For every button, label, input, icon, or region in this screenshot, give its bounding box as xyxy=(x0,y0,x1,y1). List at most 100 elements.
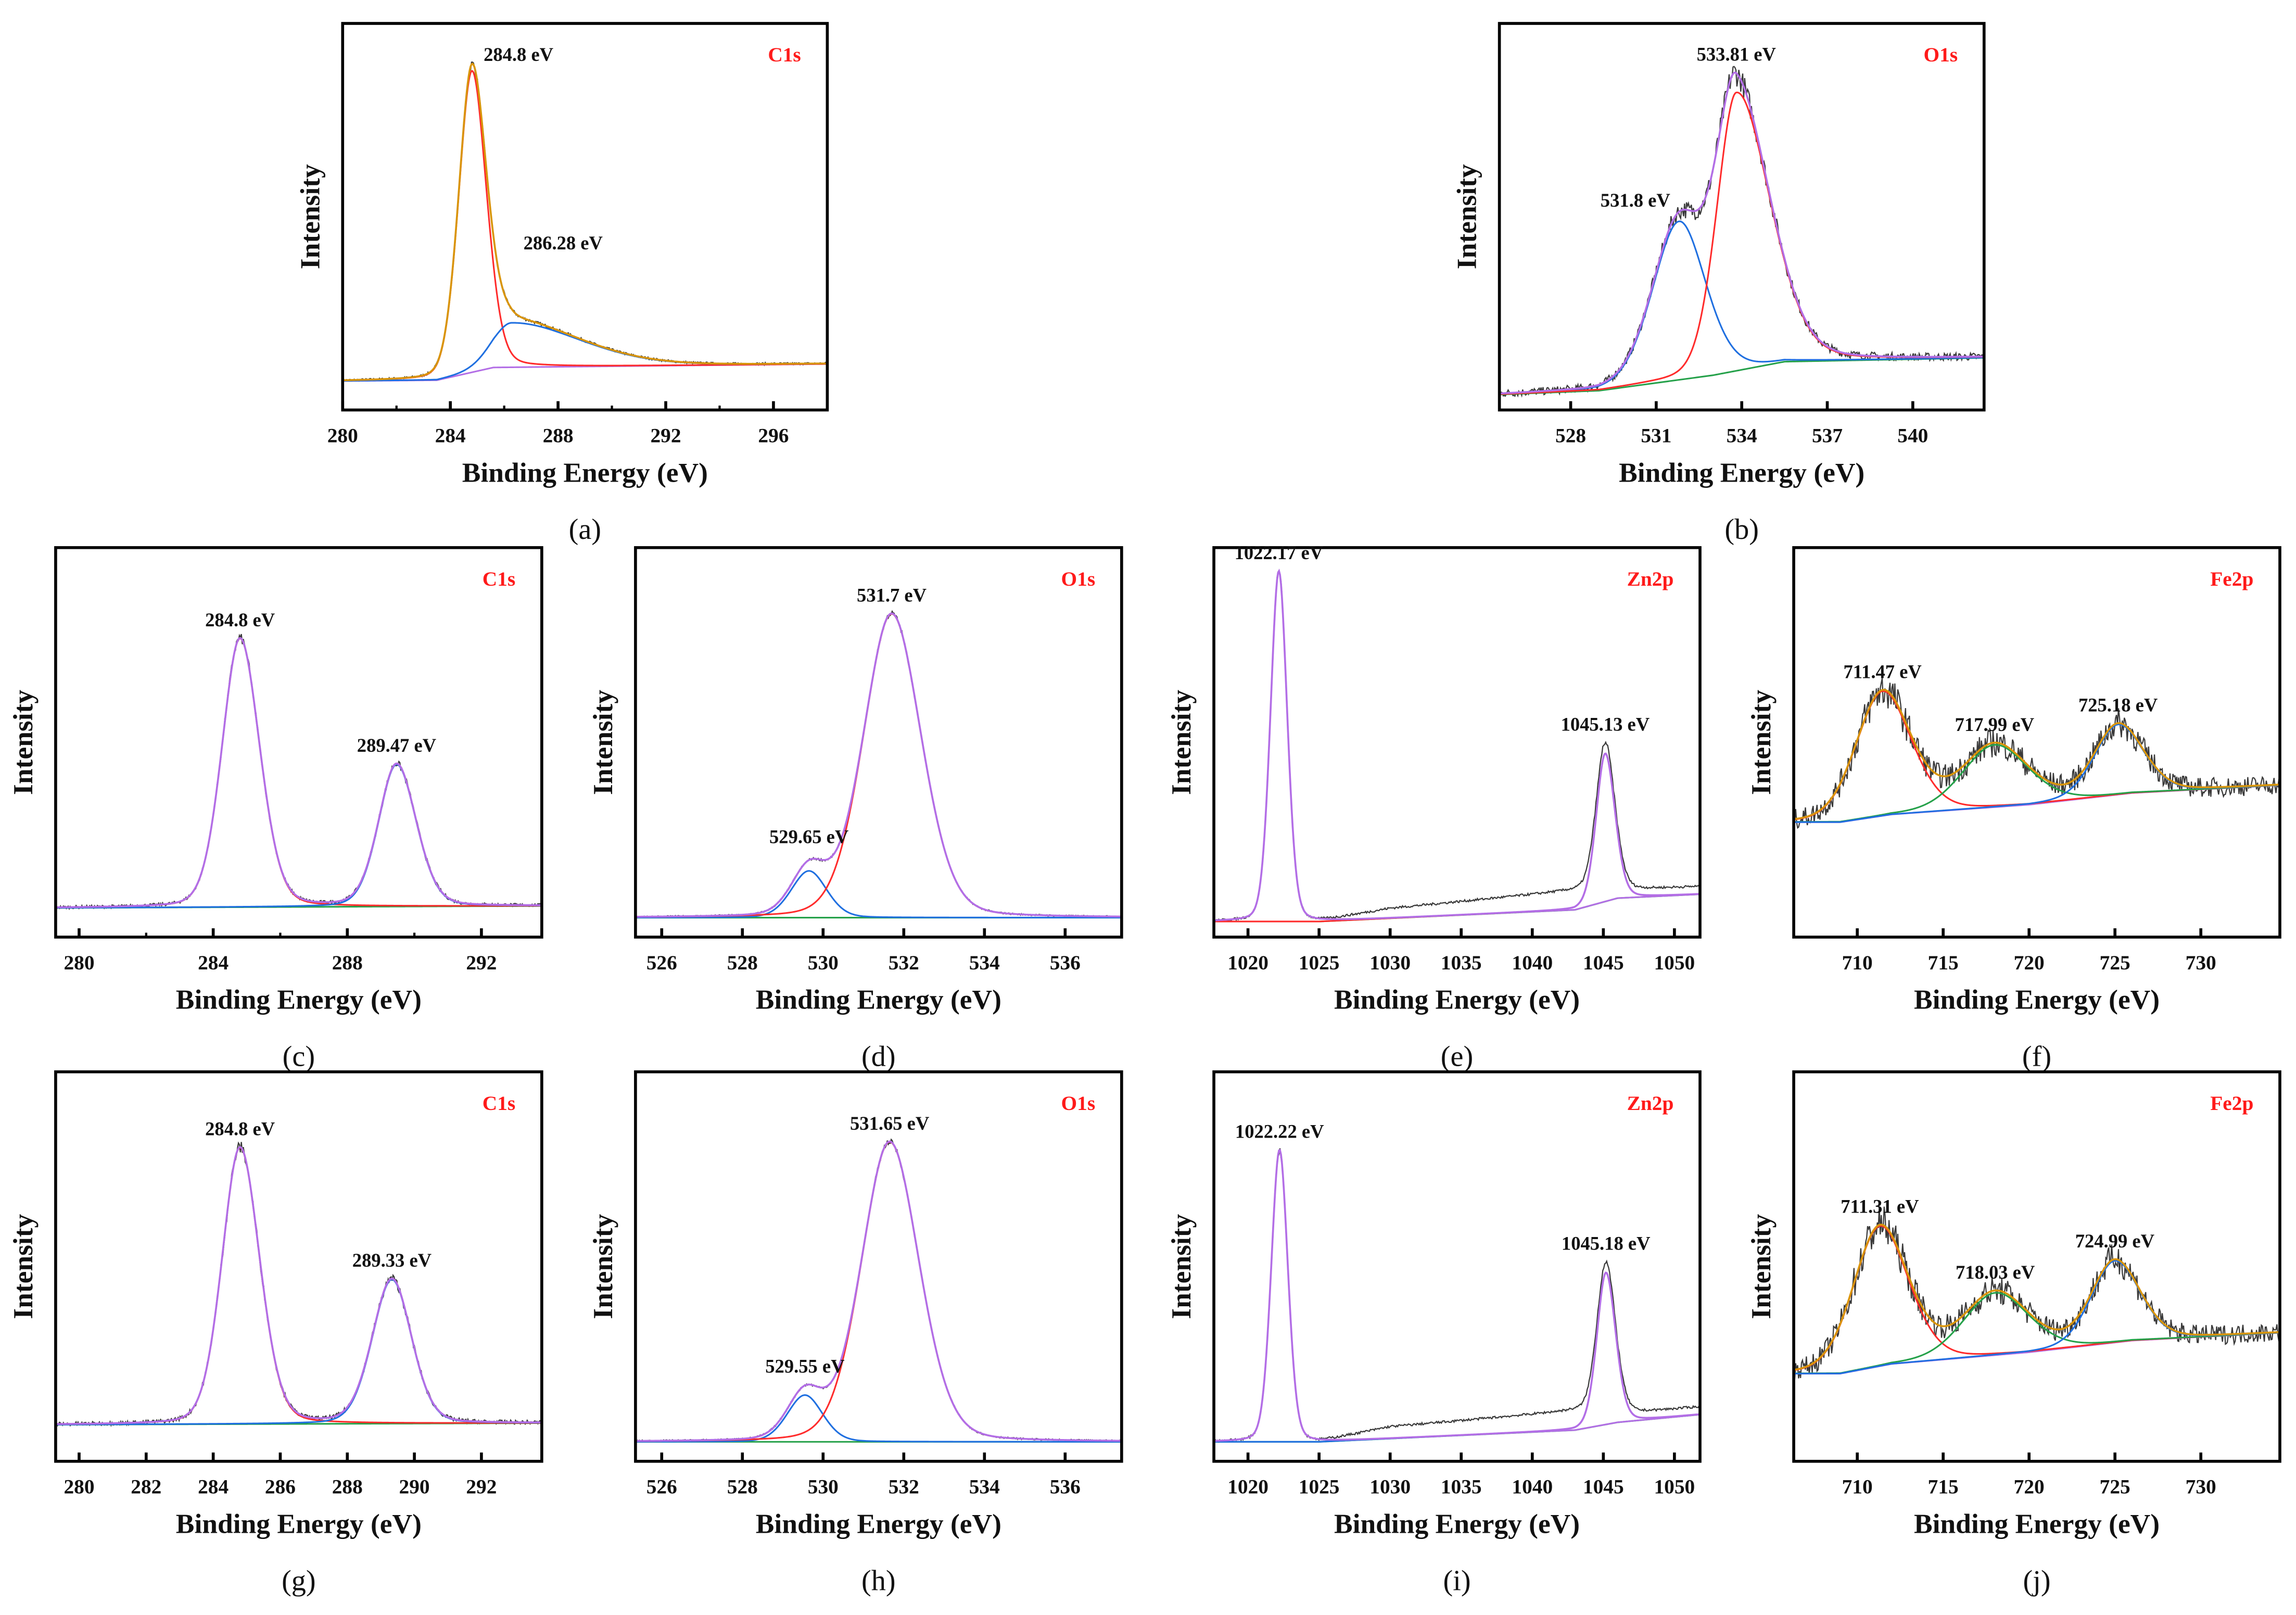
envelope-line-c xyxy=(55,637,542,909)
x-tick-label: 284 xyxy=(198,951,229,974)
envelope-line-j xyxy=(1793,1223,2280,1371)
x-tick-label: 532 xyxy=(889,951,919,974)
data-line-d xyxy=(635,610,1122,918)
y-axis-title: Intensity xyxy=(1165,1214,1197,1319)
x-tick-label: 1040 xyxy=(1512,1475,1553,1498)
x-axis-title: Binding Energy (eV) xyxy=(176,1508,422,1540)
panel-b: 528 531 534 537 540 Binding Energy (eV) Intens… xyxy=(1451,22,1986,546)
x-tick-label: 725 xyxy=(2100,1475,2130,1498)
component-peak-b-0 xyxy=(1499,220,1984,395)
y-axis-title: Intensity xyxy=(587,1214,618,1319)
component-peak-a-0 xyxy=(343,70,828,382)
peak-annotation: 1045.13 eV xyxy=(1561,713,1650,735)
x-tick-label: 528 xyxy=(1555,424,1586,447)
component-peak-b-1 xyxy=(1499,91,1984,395)
peak-annotation: 717.99 eV xyxy=(1955,714,2034,735)
plot-frame-h xyxy=(634,1070,1123,1463)
peak-annotation: 286.28 eV xyxy=(524,232,603,254)
peak-annotation: 284.8 eV xyxy=(205,1118,275,1140)
x-axis-title: Binding Energy (eV) xyxy=(1914,984,2160,1015)
panel-a: 280 284 288 292 296 Binding Energy (eV) Intens… xyxy=(294,22,829,546)
envelope-line-f xyxy=(1793,689,2280,821)
x-tick-label: 282 xyxy=(131,1475,161,1498)
panel-f: 710 715 720 725 730 Binding Energy (eV) Intens… xyxy=(1745,546,2281,1073)
element-label: Fe2p xyxy=(2210,567,2253,590)
x-tick-label: 1035 xyxy=(1441,951,1482,974)
panel-letter: (g) xyxy=(282,1564,316,1597)
x-tick-label: 730 xyxy=(2186,1475,2216,1498)
envelope-line-b xyxy=(1499,71,1984,395)
peak-annotation: 531.65 eV xyxy=(850,1113,929,1134)
element-label: C1s xyxy=(483,567,515,590)
x-tick-label: 528 xyxy=(727,1475,758,1498)
plot-frame-c xyxy=(54,546,543,939)
x-axis-title: Binding Energy (eV) xyxy=(1334,1508,1580,1540)
component-peak-j-2 xyxy=(1794,1259,2280,1374)
element-label: C1s xyxy=(483,1092,515,1115)
peak-annotation: 289.33 eV xyxy=(352,1250,432,1271)
y-axis-title: Intensity xyxy=(587,690,618,795)
x-tick-label: 532 xyxy=(889,1475,919,1498)
plot-frame-j xyxy=(1792,1070,2281,1463)
y-axis-title: Intensity xyxy=(1451,164,1482,269)
panel-letter: (e) xyxy=(1441,1040,1473,1073)
x-tick-label: 537 xyxy=(1812,424,1843,447)
x-axis-title: Binding Energy (eV) xyxy=(462,457,708,488)
x-tick-label: 284 xyxy=(198,1475,229,1498)
x-tick-label: 292 xyxy=(466,1475,497,1498)
x-tick-label: 1045 xyxy=(1583,951,1624,974)
x-tick-label: 1050 xyxy=(1654,1475,1695,1498)
panel-letter: (f) xyxy=(2022,1040,2051,1073)
x-tick-label: 540 xyxy=(1897,424,1928,447)
x-tick-label: 725 xyxy=(2100,951,2130,974)
y-axis-title: Intensity xyxy=(1165,690,1197,795)
x-tick-label: 280 xyxy=(64,951,94,974)
x-tick-label: 530 xyxy=(808,951,839,974)
y-axis-title: Intensity xyxy=(294,164,325,269)
component-peak-i-1 xyxy=(1214,1271,1701,1443)
x-tick-label: 715 xyxy=(1928,1475,1959,1498)
x-tick-label: 531 xyxy=(1641,424,1671,447)
y-axis-title: Intensity xyxy=(7,1214,39,1319)
x-tick-label: 1040 xyxy=(1512,951,1553,974)
envelope-line-d xyxy=(635,612,1122,918)
data-line-j xyxy=(1793,1206,2281,1380)
panel-e: 1020 1025 1030 1035 1040 1045 1050 Binding Ener… xyxy=(1165,542,1702,1073)
data-line-i xyxy=(1213,1148,1701,1443)
panel-c: 280 284 288 292 Binding Energy (eV) Intensity… xyxy=(7,546,543,1073)
peak-annotation: 531.7 eV xyxy=(857,585,927,606)
x-tick-label: 526 xyxy=(646,951,677,974)
x-tick-label: 292 xyxy=(466,951,497,974)
data-line-g xyxy=(55,1141,542,1428)
component-peak-d-1 xyxy=(635,613,1122,918)
panel-j: 710 715 720 725 730 Binding Energy (eV) Intens… xyxy=(1745,1070,2281,1597)
panel-letter: (j) xyxy=(2023,1564,2050,1597)
panel-h: 526 528 530 532 534 536 Binding Energy (eV) Int… xyxy=(587,1070,1123,1597)
x-axis-title: Binding Energy (eV) xyxy=(756,1508,1001,1540)
plot-frame-i xyxy=(1212,1070,1702,1463)
plot-frame-f xyxy=(1792,546,2281,939)
x-tick-label: 280 xyxy=(327,424,358,447)
x-axis-title: Binding Energy (eV) xyxy=(1619,457,1864,488)
element-label: O1s xyxy=(1061,567,1096,590)
envelope-line-a xyxy=(343,62,828,382)
peak-annotation: 725.18 eV xyxy=(2078,694,2158,715)
background-line-a xyxy=(343,363,828,382)
x-tick-label: 528 xyxy=(727,951,758,974)
component-peak-a-1 xyxy=(343,322,828,382)
x-axis-title: Binding Energy (eV) xyxy=(756,984,1001,1015)
x-tick-label: 286 xyxy=(265,1475,296,1498)
x-tick-label: 536 xyxy=(1050,1475,1081,1498)
x-tick-label: 288 xyxy=(332,1475,363,1498)
peak-annotation: 529.55 eV xyxy=(765,1356,844,1377)
x-tick-label: 534 xyxy=(1727,424,1757,447)
peak-annotation: 531.8 eV xyxy=(1601,190,1670,211)
x-tick-label: 720 xyxy=(2014,1475,2045,1498)
data-line-a xyxy=(342,61,828,382)
x-tick-label: 1050 xyxy=(1654,951,1695,974)
x-tick-label: 1030 xyxy=(1369,951,1411,974)
panel-letter: (c) xyxy=(283,1040,315,1073)
y-axis-title: Intensity xyxy=(1745,1214,1777,1319)
x-tick-label: 1020 xyxy=(1227,951,1268,974)
